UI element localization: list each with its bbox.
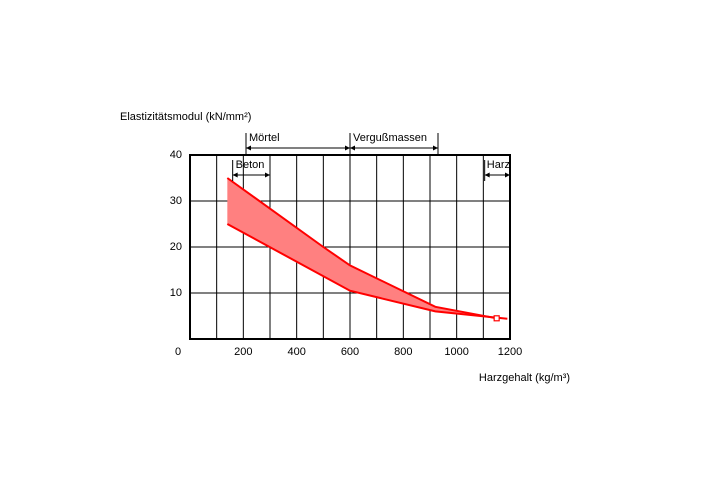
x-tick-label: 200	[234, 346, 252, 358]
x-tick-label: 1000	[444, 346, 468, 358]
x-tick-label: 0	[175, 346, 181, 358]
boundary-line	[226, 223, 508, 320]
y-tick-label: 40	[170, 149, 182, 161]
range-label: Vergußmassen	[353, 132, 427, 144]
range-fill	[227, 178, 508, 319]
x-tick-label: 800	[394, 346, 412, 358]
x-tick-label: 400	[287, 346, 305, 358]
range-label: Beton	[236, 159, 265, 171]
y-tick-label: 30	[170, 195, 182, 207]
x-axis-label: Harzgehalt (kg/m³)	[479, 372, 570, 384]
plot-frame	[189, 154, 511, 340]
x-tick-label: 600	[341, 346, 359, 358]
marker	[493, 315, 500, 322]
y-axis-label: Elastizitätsmodul (kN/mm²)	[120, 111, 251, 123]
boundary-line	[226, 177, 497, 320]
range-label: Harz	[487, 159, 510, 171]
x-tick-label: 1200	[498, 346, 522, 358]
y-tick-label: 20	[170, 241, 182, 253]
y-tick-label: 10	[170, 287, 182, 299]
range-label: Mörtel	[249, 132, 280, 144]
